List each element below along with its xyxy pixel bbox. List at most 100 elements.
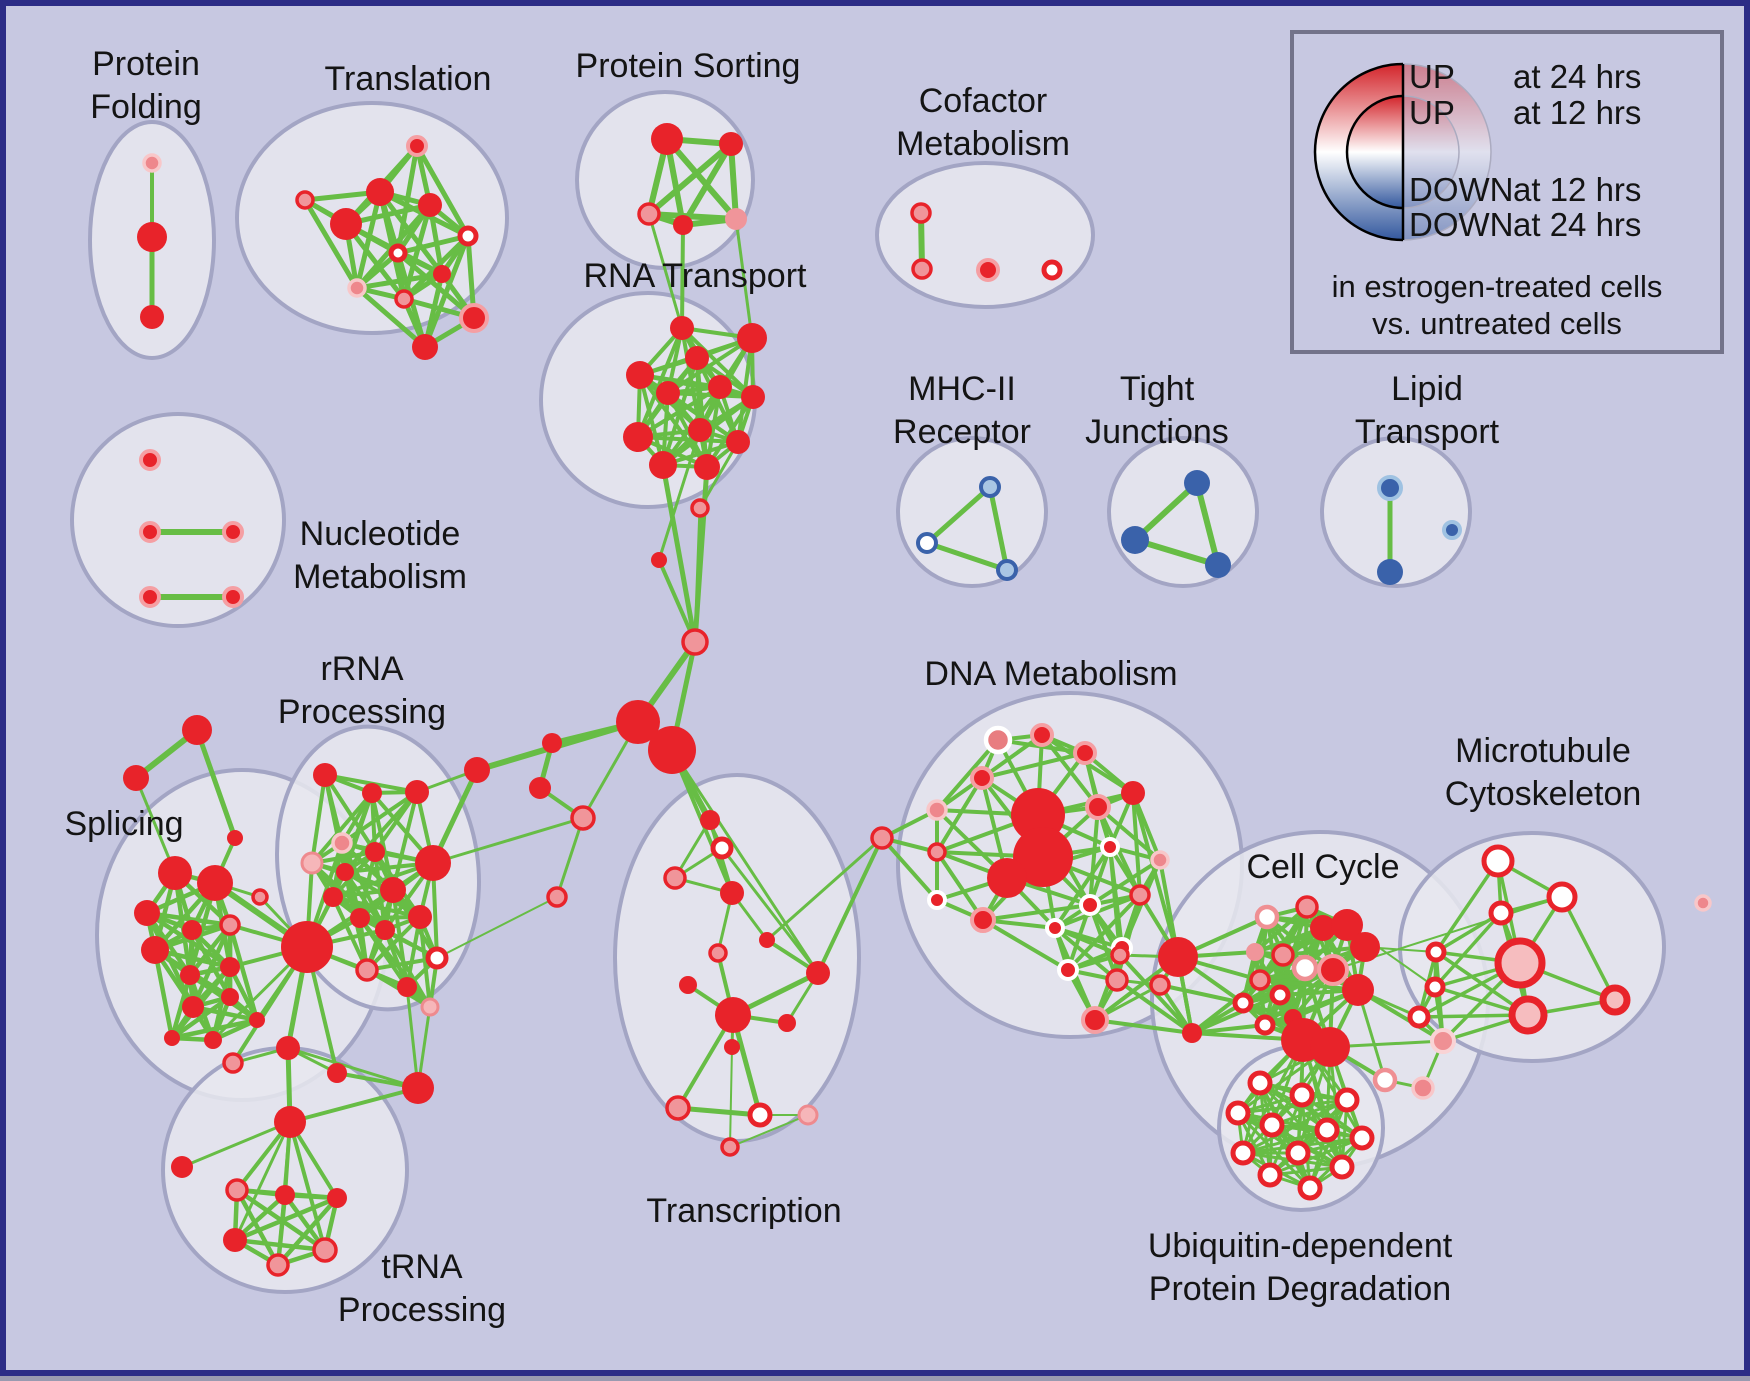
network-node-whiteRedRing <box>1225 1100 1251 1126</box>
network-node-blue <box>1121 526 1149 554</box>
network-edge <box>431 816 585 865</box>
network-node-pinkPinkRing <box>142 153 162 173</box>
network-edge <box>365 915 422 972</box>
network-edge <box>365 956 439 972</box>
network-node-red <box>171 1156 193 1178</box>
network-node-redPinkRing <box>139 521 161 543</box>
network-edge <box>728 141 739 222</box>
network-node-blueLightRing <box>1377 475 1403 501</box>
network-edge <box>152 947 175 1041</box>
cluster-label-microtubule-cytoskeleton: Microtubule <box>1455 732 1631 770</box>
network-node-pinkRedRing <box>225 1178 249 1202</box>
network-node-red <box>123 765 149 791</box>
network-node-red <box>806 961 830 985</box>
network-node-blue <box>1205 552 1231 578</box>
network-node-redPinkRing <box>222 586 244 608</box>
network-node-red <box>1158 937 1198 977</box>
network-node-red <box>197 865 233 901</box>
network-node-pink <box>1246 943 1264 961</box>
network-node-pinkRedRing <box>1105 968 1129 992</box>
legend-footer-text: in estrogen-treated cells <box>1332 269 1663 304</box>
network-node-red <box>656 381 680 405</box>
network-edge <box>1066 903 1092 972</box>
network-node-blue <box>1377 559 1403 585</box>
network-node-whiteRedRing <box>425 946 449 970</box>
cluster-nucleotide-metabolism <box>70 412 286 628</box>
network-node-lightblueBlueRing <box>996 559 1018 581</box>
network-node-redPinkRing <box>1081 1006 1109 1034</box>
network-node-whiteRedRing <box>1481 844 1515 878</box>
network-node-lightpinkRedRing <box>1508 995 1548 1035</box>
network-node-whiteRedRing <box>1314 1117 1340 1143</box>
network-edge <box>657 558 697 644</box>
network-edge <box>935 850 985 922</box>
network-edge <box>720 846 820 975</box>
network-edge <box>1093 1018 1194 1035</box>
cluster-label-lipid-transport: Transport <box>1355 413 1500 451</box>
cluster-label-trna-processing: tRNA <box>381 1248 463 1286</box>
cluster-label-protein-folding: Folding <box>90 88 202 126</box>
network-edge <box>692 464 710 645</box>
network-node-pinkWhiteRing <box>983 725 1013 755</box>
network-edge <box>310 773 327 865</box>
network-edge <box>1356 988 1445 1043</box>
network-edge <box>1194 480 1221 568</box>
network-node-red <box>715 997 751 1033</box>
network-edge <box>981 903 1092 922</box>
cluster-label-lipid-transport: Lipid <box>1391 370 1463 408</box>
network-edge <box>675 1105 763 1118</box>
network-node-red <box>220 957 240 977</box>
network-edge <box>646 141 734 217</box>
network-node-whiteRedRing <box>1488 900 1514 926</box>
network-node-redPinkRing <box>1030 723 1054 747</box>
network-node-pinkPinkRing <box>347 278 367 298</box>
network-node-red <box>542 733 562 753</box>
network-node-whiteRedRing <box>1247 1070 1273 1096</box>
network-edge <box>1258 978 1360 992</box>
network-node-pinkRedRing <box>663 866 687 890</box>
network-node-pinkRedRing <box>1295 895 1319 919</box>
network-edge <box>1066 893 1142 972</box>
nodes-layer <box>123 123 1712 1277</box>
cluster-label-mhc-ii-receptor: Receptor <box>893 413 1031 451</box>
network-node-whiteBlueRing <box>916 532 938 554</box>
network-node-redPinkRing <box>139 449 161 471</box>
legend-footer-text: vs. untreated cells <box>1372 306 1622 341</box>
network-node-red <box>741 385 765 409</box>
cluster-protein-sorting <box>575 90 755 270</box>
network-node-whiteRedRing <box>1232 992 1254 1014</box>
cluster-label-cofactor-metabolism: Cofactor <box>919 82 1048 120</box>
network-edge <box>405 985 420 1090</box>
network-node-red <box>362 783 382 803</box>
network-node-red <box>330 208 362 240</box>
network-edge <box>880 836 939 902</box>
network-edge <box>1132 537 1221 568</box>
network-edge <box>1560 895 1617 1002</box>
network-node-whiteRedRing <box>388 243 408 263</box>
network-node-red <box>651 123 683 155</box>
network-node-red <box>336 863 354 881</box>
network-node-red <box>380 877 406 903</box>
network-edge <box>373 790 419 854</box>
network-node-pinkRedRing <box>911 258 933 280</box>
network-node-whiteRedRing <box>1407 1005 1431 1029</box>
network-edge <box>354 189 383 291</box>
network-edge <box>1268 1136 1364 1177</box>
network-node-red <box>134 900 160 926</box>
network-edge <box>436 896 558 959</box>
network-node-red <box>987 858 1027 898</box>
network-node-red <box>313 763 337 787</box>
network-edge <box>981 918 1070 972</box>
network-node-whiteRedRing <box>1269 984 1291 1006</box>
network-node-pink <box>725 208 747 230</box>
network-edge <box>1433 911 1503 989</box>
network-node-red <box>221 988 239 1006</box>
legend-direction-label: DOWN <box>1409 206 1513 243</box>
network-node-red <box>140 305 164 329</box>
network-node-pinkRedRing <box>910 202 932 224</box>
network-node-red <box>1013 827 1073 887</box>
network-node-red <box>719 132 743 156</box>
network-edge <box>1236 1098 1349 1115</box>
network-node-pinkRedRing <box>222 1052 244 1074</box>
cluster-label-rrna-processing: Processing <box>278 693 446 731</box>
